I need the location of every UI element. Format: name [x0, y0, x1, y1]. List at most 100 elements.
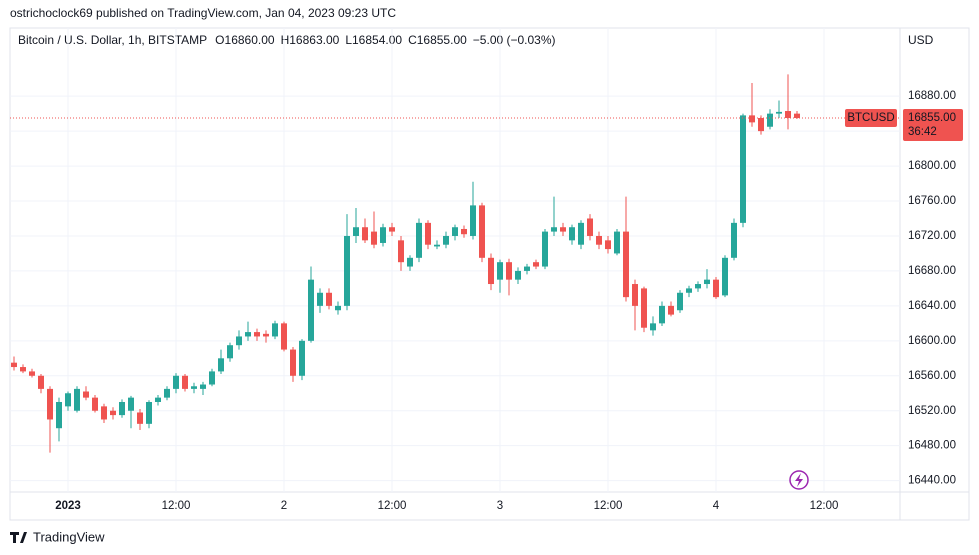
candle-body [263, 333, 269, 337]
candle-body [119, 401, 125, 416]
y-tick-label: 16520.00 [908, 405, 956, 417]
y-tick-label: 16880.00 [908, 90, 956, 102]
candle-body [146, 401, 152, 424]
header: ostrichoclock69 published on TradingView… [10, 6, 396, 20]
candle-body [596, 235, 602, 245]
x-tick-label: 4 [713, 500, 720, 512]
ohlc-key: H [281, 33, 290, 47]
ohlc-key: O [215, 33, 224, 47]
legend-row: Bitcoin / U.S. Dollar, 1h, BITSTAMP O 168… [18, 33, 556, 47]
candle-body [641, 288, 647, 328]
candle-body [794, 113, 800, 119]
footer: TradingView [33, 529, 105, 544]
candle-body [398, 240, 404, 263]
candle-body [434, 244, 440, 247]
candle-body [533, 262, 539, 267]
candle-body [758, 118, 764, 132]
candle-body [623, 231, 629, 298]
candle-body [380, 227, 386, 243]
y-tick-label: 16800.00 [908, 160, 956, 172]
candle-body [488, 257, 494, 285]
candle-body [461, 228, 467, 235]
candle-body [686, 288, 692, 293]
candle-body [317, 292, 323, 306]
candle-body [227, 345, 233, 359]
candle-body [281, 323, 287, 350]
pane-border [9, 27, 970, 521]
candle-body [290, 349, 296, 376]
candle-body [704, 279, 710, 285]
y-tick-label: 16760.00 [908, 195, 956, 207]
x-tick-label: 12:00 [594, 500, 623, 512]
candle-body [38, 375, 44, 389]
candle-body [731, 222, 737, 258]
x-tick-label: 12:00 [162, 500, 191, 512]
ohlc-value: 16854.00 [352, 33, 402, 47]
candle-body [452, 227, 458, 236]
candle-body [191, 386, 197, 389]
candle-body [785, 111, 791, 119]
candle-body [92, 397, 98, 411]
y-tick-label: 16680.00 [908, 265, 956, 277]
countdown: 36:42 [908, 126, 937, 138]
candle-body [83, 391, 89, 398]
lightning-icon[interactable] [789, 470, 809, 490]
grid: 16440.00 16480.00 16520.00 16560.00 16600.00… [10, 28, 956, 512]
y-tick-label: 16440.00 [908, 475, 956, 487]
logo-mark [10, 532, 27, 543]
x-tick-label: 2 [281, 500, 287, 512]
candle-body [173, 375, 179, 389]
ohlc-value: 16855.00 [417, 33, 467, 47]
candle-body [353, 227, 359, 236]
candles [11, 74, 800, 453]
candle-body [587, 218, 593, 236]
tv-logo: TradingView [10, 529, 105, 544]
last-price-label: 16855.00 [908, 112, 956, 124]
change: −5.00 (−0.03%) [473, 33, 556, 47]
candle-body [182, 375, 188, 389]
candle-body [335, 305, 341, 311]
candle-body [218, 358, 224, 372]
candle-body [470, 205, 476, 236]
candle-body [506, 262, 512, 280]
candle-body [29, 371, 35, 376]
candle-body [776, 111, 782, 114]
candle-body [407, 257, 413, 267]
candle-body [443, 235, 449, 245]
candle-body [209, 371, 215, 385]
y-tick-label: 16560.00 [908, 370, 956, 382]
overlay: BTCUSD 16855.00 36:42 [10, 109, 963, 142]
candle-body [74, 388, 80, 411]
candle-body [389, 227, 395, 232]
candle-body [749, 115, 755, 123]
ohlc-value: 16860.00 [225, 33, 275, 47]
currency: USD [908, 33, 934, 47]
candle-body [515, 270, 521, 280]
y-tick-label: 16640.00 [908, 300, 956, 312]
candle-body [605, 240, 611, 250]
candle-body [110, 410, 116, 416]
candle-body [308, 279, 314, 341]
ohlc-value: 16863.00 [289, 33, 339, 47]
candle-body [245, 332, 251, 337]
ohlc-key: C [408, 33, 417, 47]
symbol-box [845, 109, 897, 128]
candle-body [128, 397, 134, 411]
candle-body [200, 384, 206, 389]
candle-body [371, 231, 377, 245]
candle-body [65, 393, 71, 407]
candle-body [101, 406, 107, 420]
candle-body [425, 222, 431, 245]
symbol-label: BTCUSD [847, 112, 894, 124]
candle-body [137, 412, 143, 424]
candle-body [578, 222, 584, 245]
candle-body [497, 262, 503, 280]
x-tick-label: 2023 [55, 500, 81, 512]
lightning-bolt [795, 473, 803, 487]
candle-body [56, 401, 62, 429]
candle-body [479, 205, 485, 258]
x-tick-label: 3 [497, 500, 503, 512]
candle-body [344, 235, 350, 306]
candle-body [713, 279, 719, 298]
